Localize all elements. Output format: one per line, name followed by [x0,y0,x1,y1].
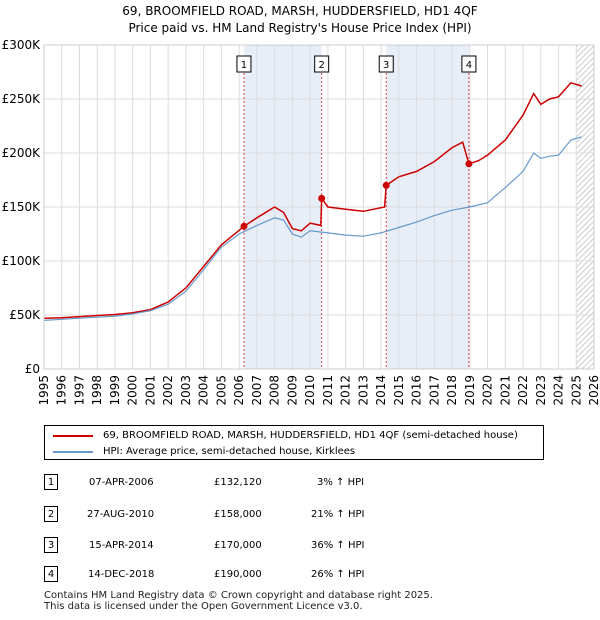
table-row: 3 15-APR-2014 £170,000 36% ↑ HPI [0,537,600,557]
x-tick-label: 2010 [303,375,317,406]
sale-badge: 1 [44,474,58,490]
x-tick-label: 1996 [55,375,69,406]
x-tick-label: 1997 [72,375,86,406]
sale-point [240,222,248,230]
table-row: 2 27-AUG-2010 £158,000 21% ↑ HPI [0,506,600,526]
legend: 69, BROOMFIELD ROAD, MARSH, HUDDERSFIELD… [44,425,544,460]
table-row: 1 07-APR-2006 £132,120 3% ↑ HPI [0,474,600,494]
legend-swatch-hpi [53,450,93,453]
sale-price: £170,000 [214,540,262,551]
x-tick-label: 2018 [445,375,459,406]
sale-label: 2 [318,60,324,71]
x-tick-label: 2004 [197,375,211,406]
legend-label-hpi: HPI: Average price, semi-detached house,… [103,446,356,457]
sale-badge: 2 [44,506,58,522]
price-paid-line [43,81,582,319]
footer-licence: This data is licensed under the Open Gov… [44,601,363,612]
x-tick-label: 2001 [143,375,157,406]
x-tick-label: 2009 [285,375,299,406]
x-tick-label: 2011 [321,375,335,406]
x-tick-label: 2007 [250,375,264,406]
x-tick-label: 2006 [232,375,246,406]
x-tick-label: 2022 [516,375,530,406]
x-tick-label: 2020 [481,375,495,406]
sale-point [465,160,473,168]
x-tick-label: 2013 [356,375,370,406]
x-tick-label: 2023 [534,375,548,406]
sale-point [382,181,390,189]
legend-label-price: 69, BROOMFIELD ROAD, MARSH, HUDDERSFIELD… [103,430,518,441]
sale-hpi: 26% ↑ HPI [311,569,365,580]
sale-price: £158,000 [214,509,262,520]
x-tick-label: 2026 [587,375,600,406]
x-tick-label: 1998 [90,375,104,406]
sale-point [318,194,326,202]
sale-label-box [461,55,477,73]
x-tick-label: 2014 [374,375,388,406]
plot-frame [43,44,595,370]
x-tick-label: 2003 [179,375,193,406]
sale-price: £132,120 [214,477,262,488]
x-tick-label: 1999 [108,375,122,406]
sale-badge: 4 [44,566,58,582]
sale-hpi: 36% ↑ HPI [311,540,365,551]
sale-badge: 3 [44,537,58,553]
y-tick-label: £50K [9,308,41,322]
x-tick-label: 2002 [161,375,175,406]
y-tick-label: £0 [25,362,40,376]
x-tick-label: 2008 [268,375,282,406]
x-tick-label: 2012 [339,375,353,406]
x-tick-label: 2016 [410,375,424,406]
sale-hpi: 21% ↑ HPI [311,509,365,520]
sale-date: 27-AUG-2010 [87,509,155,520]
price-chart: 1 2 3 4 £0 £50K £100K £150K £200K £250K £300K 1995 1… [2,38,600,406]
footer-copyright: Contains HM Land Registry data © Crown c… [44,590,433,601]
x-tick-label: 2000 [126,375,140,406]
hpi-line [43,136,582,321]
sale-hpi: 3% ↑ HPI [317,477,365,488]
legend-swatch-price [53,434,93,437]
y-tick-label: £300K [2,38,42,52]
legend-item-price: 69, BROOMFIELD ROAD, MARSH, HUDDERSFIELD… [53,430,518,441]
x-tick-label: 2021 [498,375,512,406]
sale-label: 3 [383,60,389,71]
sale-date: 15-APR-2014 [89,540,154,551]
x-tick-label: 2015 [392,375,406,406]
y-tick-label: £100K [2,254,42,268]
x-tick-label: 2024 [552,375,566,406]
y-tick-label: £200K [2,146,42,160]
sale-date: 07-APR-2006 [89,477,154,488]
y-tick-label: £150K [2,200,42,214]
sale-label-box [378,55,394,73]
legend-item-hpi: HPI: Average price, semi-detached house,… [53,446,355,457]
sale-label: 4 [466,60,472,71]
sale-price: £190,000 [214,569,262,580]
sale-label: 1 [241,60,247,71]
sale-date: 14-DEC-2018 [88,569,155,580]
sale-label-box [236,55,252,73]
sale-label-box [314,55,330,73]
x-tick-label: 2025 [569,375,583,406]
x-tick-label: 2017 [427,375,441,406]
table-row: 4 14-DEC-2018 £190,000 26% ↑ HPI [0,566,600,586]
x-tick-label: 1995 [37,375,51,406]
chart-subtitle: Price paid vs. HM Land Registry's House … [128,21,472,35]
chart-title: 69, BROOMFIELD ROAD, MARSH, HUDDERSFIELD… [122,4,478,18]
x-tick-label: 2019 [463,375,477,406]
x-tick-label: 2005 [214,375,228,406]
y-tick-label: £250K [2,92,42,106]
